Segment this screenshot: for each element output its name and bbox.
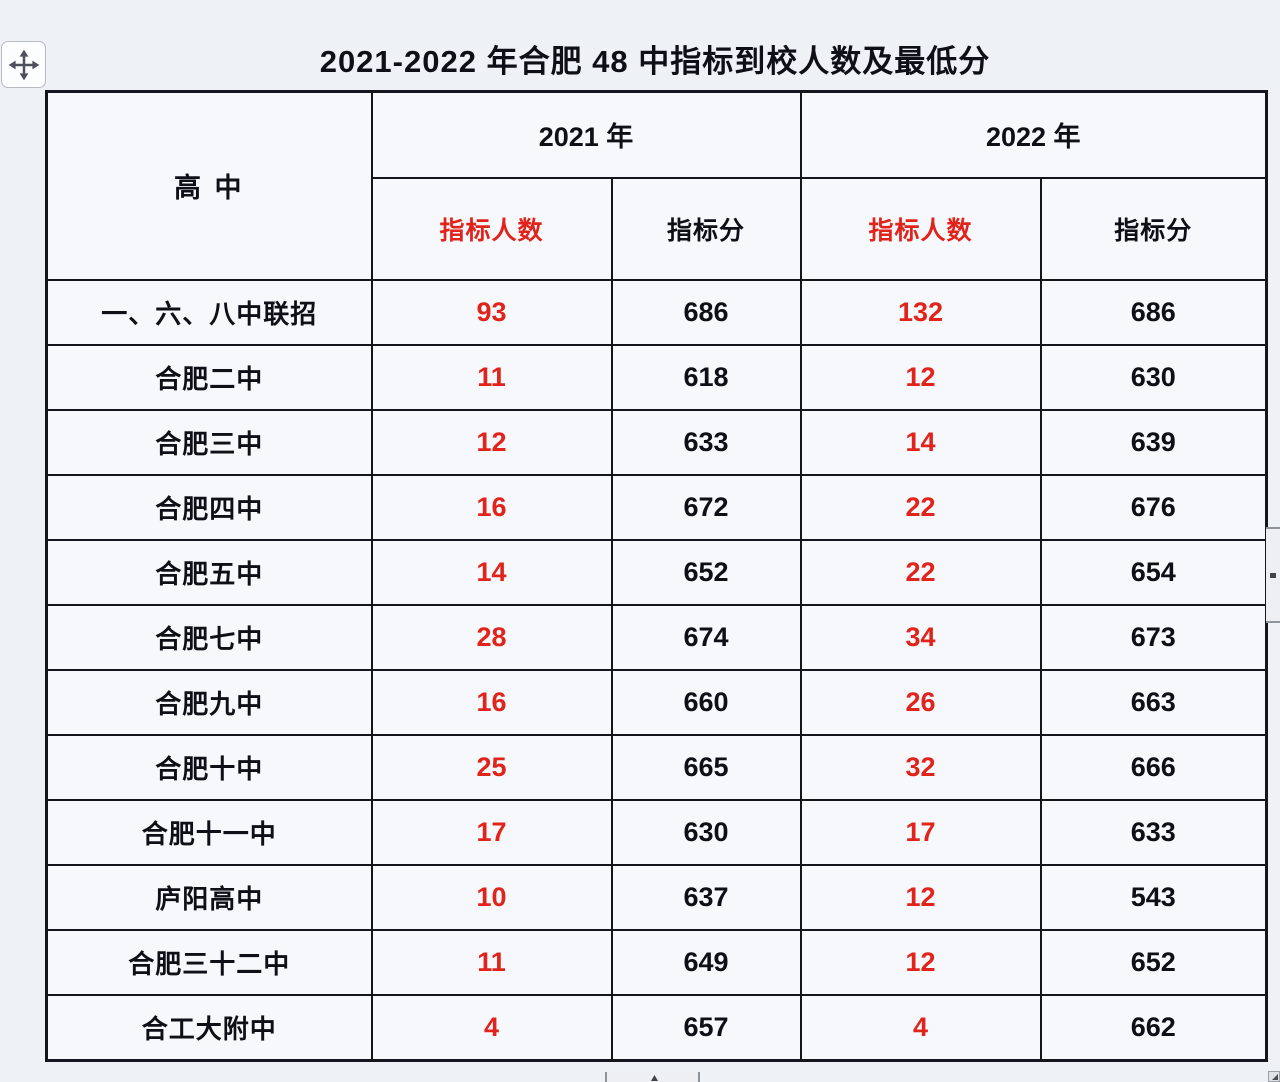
table-row: 合肥十中 25 665 32 666	[45, 733, 1268, 801]
table-row: 合肥三中 12 633 14 639	[45, 408, 1268, 476]
quota-score-2021: 672	[610, 473, 802, 541]
quota-score-2022: 654	[1039, 538, 1268, 606]
scrollbar-grip-icon	[651, 1075, 658, 1081]
school-name: 合工大附中	[45, 993, 373, 1062]
quota-score-2022: 673	[1039, 603, 1268, 671]
quota-count-2021: 12	[370, 408, 613, 476]
quota-score-2021: 657	[610, 993, 802, 1062]
quota-score-2022: 676	[1039, 473, 1268, 541]
quota-count-2022: 34	[799, 603, 1042, 671]
quota-count-2022: 22	[799, 538, 1042, 606]
quota-score-2022: 633	[1039, 798, 1268, 866]
quota-score-2022: 666	[1039, 733, 1268, 801]
table-row: 合肥十一中 17 630 17 633	[45, 798, 1268, 866]
quota-score-2021: 637	[610, 863, 802, 931]
quota-count-2021: 11	[370, 928, 613, 996]
school-name: 合肥九中	[45, 668, 373, 736]
quota-count-2021: 16	[370, 668, 613, 736]
quota-score-2021: 633	[610, 408, 802, 476]
quota-count-2021: 4	[370, 993, 613, 1062]
page-title: 2021-2022 年合肥 48 中指标到校人数及最低分	[319, 44, 991, 79]
table-row: 合肥九中 16 660 26 663	[45, 668, 1268, 736]
quota-score-2022: 662	[1039, 993, 1268, 1062]
quota-count-2021: 14	[370, 538, 613, 606]
horizontal-scrollbar-thumb[interactable]	[605, 1072, 700, 1082]
quota-score-2021: 652	[610, 538, 802, 606]
quota-score-2022: 639	[1039, 408, 1268, 476]
quota-count-2022: 12	[799, 343, 1042, 411]
column-header-school: 高 中	[45, 90, 373, 281]
quota-score-2021: 665	[610, 733, 802, 801]
quota-count-2022: 17	[799, 798, 1042, 866]
quota-score-2021: 630	[610, 798, 802, 866]
quota-score-2021: 618	[610, 343, 802, 411]
quota-table: 高 中 2021 年 2022 年 指标人数 指标分 指标人数 指标分 一、六、…	[45, 90, 1269, 1062]
school-name: 庐阳高中	[45, 863, 373, 931]
school-name: 合肥三中	[45, 408, 373, 476]
quota-count-2021: 17	[370, 798, 613, 866]
table-row: 一、六、八中联招 93 686 132 686	[45, 278, 1268, 346]
quota-count-2022: 22	[799, 473, 1042, 541]
column-header-quota-score-2021: 指标分	[610, 176, 802, 281]
column-header-quota-count-2021: 指标人数	[370, 176, 613, 281]
scrollbar-grip-icon	[1270, 573, 1276, 578]
school-name: 合肥四中	[45, 473, 373, 541]
column-group-2021: 2021 年	[370, 90, 802, 179]
school-name: 合肥十中	[45, 733, 373, 801]
quota-score-2021: 649	[610, 928, 802, 996]
column-header-quota-count-2022: 指标人数	[799, 176, 1042, 281]
quota-score-2021: 660	[610, 668, 802, 736]
school-name: 合肥三十二中	[45, 928, 373, 996]
quota-count-2022: 26	[799, 668, 1042, 736]
table-row: 合肥三十二中 11 649 12 652	[45, 928, 1268, 996]
table-row: 合肥二中 11 618 12 630	[45, 343, 1268, 411]
quota-count-2021: 10	[370, 863, 613, 931]
quota-count-2021: 16	[370, 473, 613, 541]
school-name: 合肥二中	[45, 343, 373, 411]
quota-count-2021: 28	[370, 603, 613, 671]
school-name: 合肥十一中	[45, 798, 373, 866]
quota-count-2022: 14	[799, 408, 1042, 476]
year-header-row: 高 中 2021 年 2022 年	[45, 90, 1268, 281]
table-row: 合工大附中 4 657 4 662	[45, 993, 1268, 1062]
quota-score-2022: 652	[1039, 928, 1268, 996]
quota-score-2021: 674	[610, 603, 802, 671]
quota-score-2021: 686	[610, 278, 802, 346]
quota-count-2022: 4	[799, 993, 1042, 1062]
quota-count-2022: 12	[799, 928, 1042, 996]
quota-score-2022: 663	[1039, 668, 1268, 736]
school-name: 合肥七中	[45, 603, 373, 671]
column-group-2022: 2022 年	[799, 90, 1268, 179]
quota-score-2022: 543	[1039, 863, 1268, 931]
quota-count-2022: 32	[799, 733, 1042, 801]
table-move-handle[interactable]	[1, 41, 46, 88]
vertical-scrollbar-thumb[interactable]	[1266, 527, 1280, 623]
table-row: 合肥七中 28 674 34 673	[45, 603, 1268, 671]
quota-count-2022: 132	[799, 278, 1042, 346]
quota-count-2021: 11	[370, 343, 613, 411]
quota-score-2022: 686	[1039, 278, 1268, 346]
school-name: 合肥五中	[45, 538, 373, 606]
table-row: 庐阳高中 10 637 12 543	[45, 863, 1268, 931]
table-row: 合肥五中 14 652 22 654	[45, 538, 1268, 606]
quota-count-2021: 93	[370, 278, 613, 346]
table-row: 合肥四中 16 672 22 676	[45, 473, 1268, 541]
school-name: 一、六、八中联招	[45, 278, 373, 346]
quota-count-2022: 12	[799, 863, 1042, 931]
quota-count-2021: 25	[370, 733, 613, 801]
column-header-quota-score-2022: 指标分	[1039, 176, 1268, 281]
move-icon	[8, 49, 39, 80]
sub-header-row: 指标人数 指标分 指标人数 指标分	[47, 176, 1268, 281]
quota-score-2022: 630	[1039, 343, 1268, 411]
table-resize-handle[interactable]	[1268, 1071, 1280, 1082]
